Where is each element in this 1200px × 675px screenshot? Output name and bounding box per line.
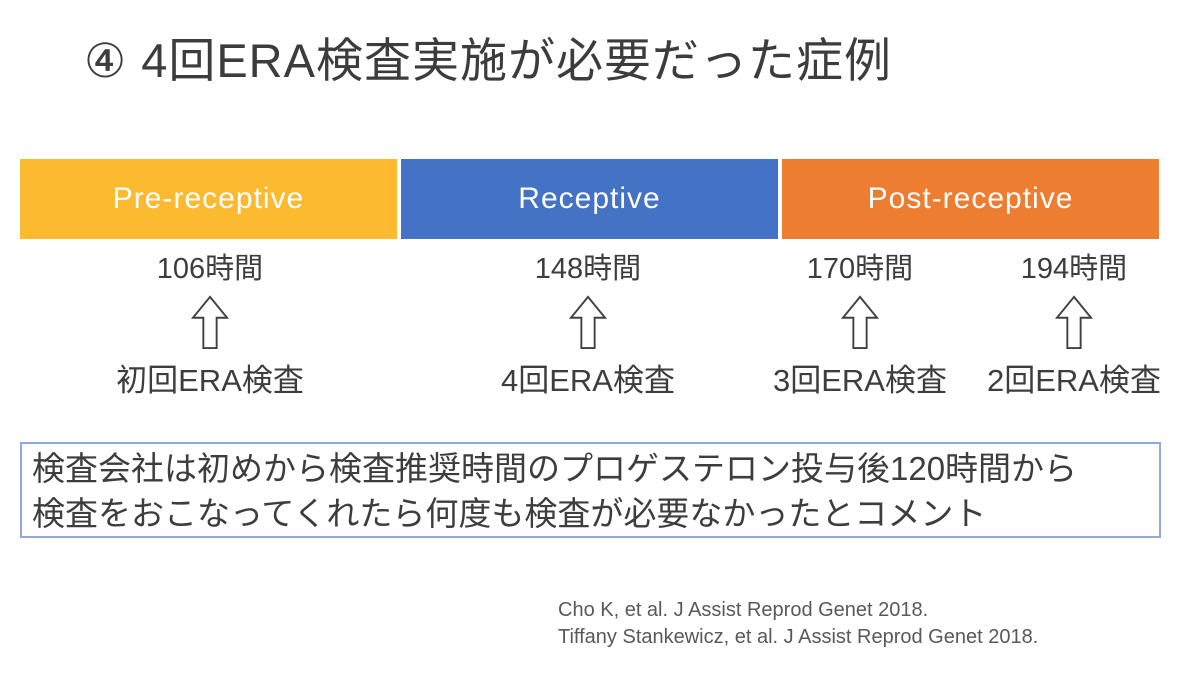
arrow-up-icon [190,295,230,350]
test-label-1: 初回ERA検査 [116,363,304,398]
arrow-up-icon [568,295,608,350]
test-column-1: 106時間 初回ERA検査 [80,250,340,400]
citation-line-2: Tiffany Stankewicz, et al. J Assist Repr… [558,626,1039,648]
test-label-4: 2回ERA検査 [987,363,1161,398]
slide-title: ④ 4回ERA検査実施が必要だった症例 [84,34,892,87]
test-time-2: 148時間 [534,253,642,285]
phase-label-pre-receptive: Pre-receptive [112,182,305,215]
arrow-up-icon [840,295,880,350]
test-label-3: 3回ERA検査 [773,363,947,398]
test-column-3: 170時間 3回ERA検査 [730,250,990,400]
phase-bar-group: Pre-receptive Receptive Post-receptive [20,159,1159,239]
comment-line-1: 検査会社は初めから検査推奨時間のプロゲステロン投与後120時間から [32,450,1078,487]
test-time-1: 106時間 [156,253,264,285]
comment-box: 検査会社は初めから検査推奨時間のプロゲステロン投与後120時間から 検査をおこな… [20,442,1161,538]
test-column-4: 194時間 2回ERA検査 [944,250,1200,400]
phase-bar-receptive: Receptive [401,159,778,239]
phase-bar-post-receptive: Post-receptive [782,159,1159,239]
phase-label-post-receptive: Post-receptive [867,182,1074,215]
test-time-4: 194時間 [1020,253,1128,285]
test-column-2: 148時間 4回ERA検査 [458,250,718,400]
test-label-2: 4回ERA検査 [501,363,675,398]
citation-line-1: Cho K, et al. J Assist Reprod Genet 2018… [558,599,929,621]
test-time-3: 170時間 [806,253,914,285]
citations: Cho K, et al. J Assist Reprod Genet 2018… [558,597,1038,651]
comment-line-2: 検査をおこなってくれたら何度も検査が必要なかったとコメント [32,495,987,532]
phase-label-receptive: Receptive [518,182,661,215]
arrow-up-icon [1054,295,1094,350]
phase-bar-pre-receptive: Pre-receptive [20,159,397,239]
